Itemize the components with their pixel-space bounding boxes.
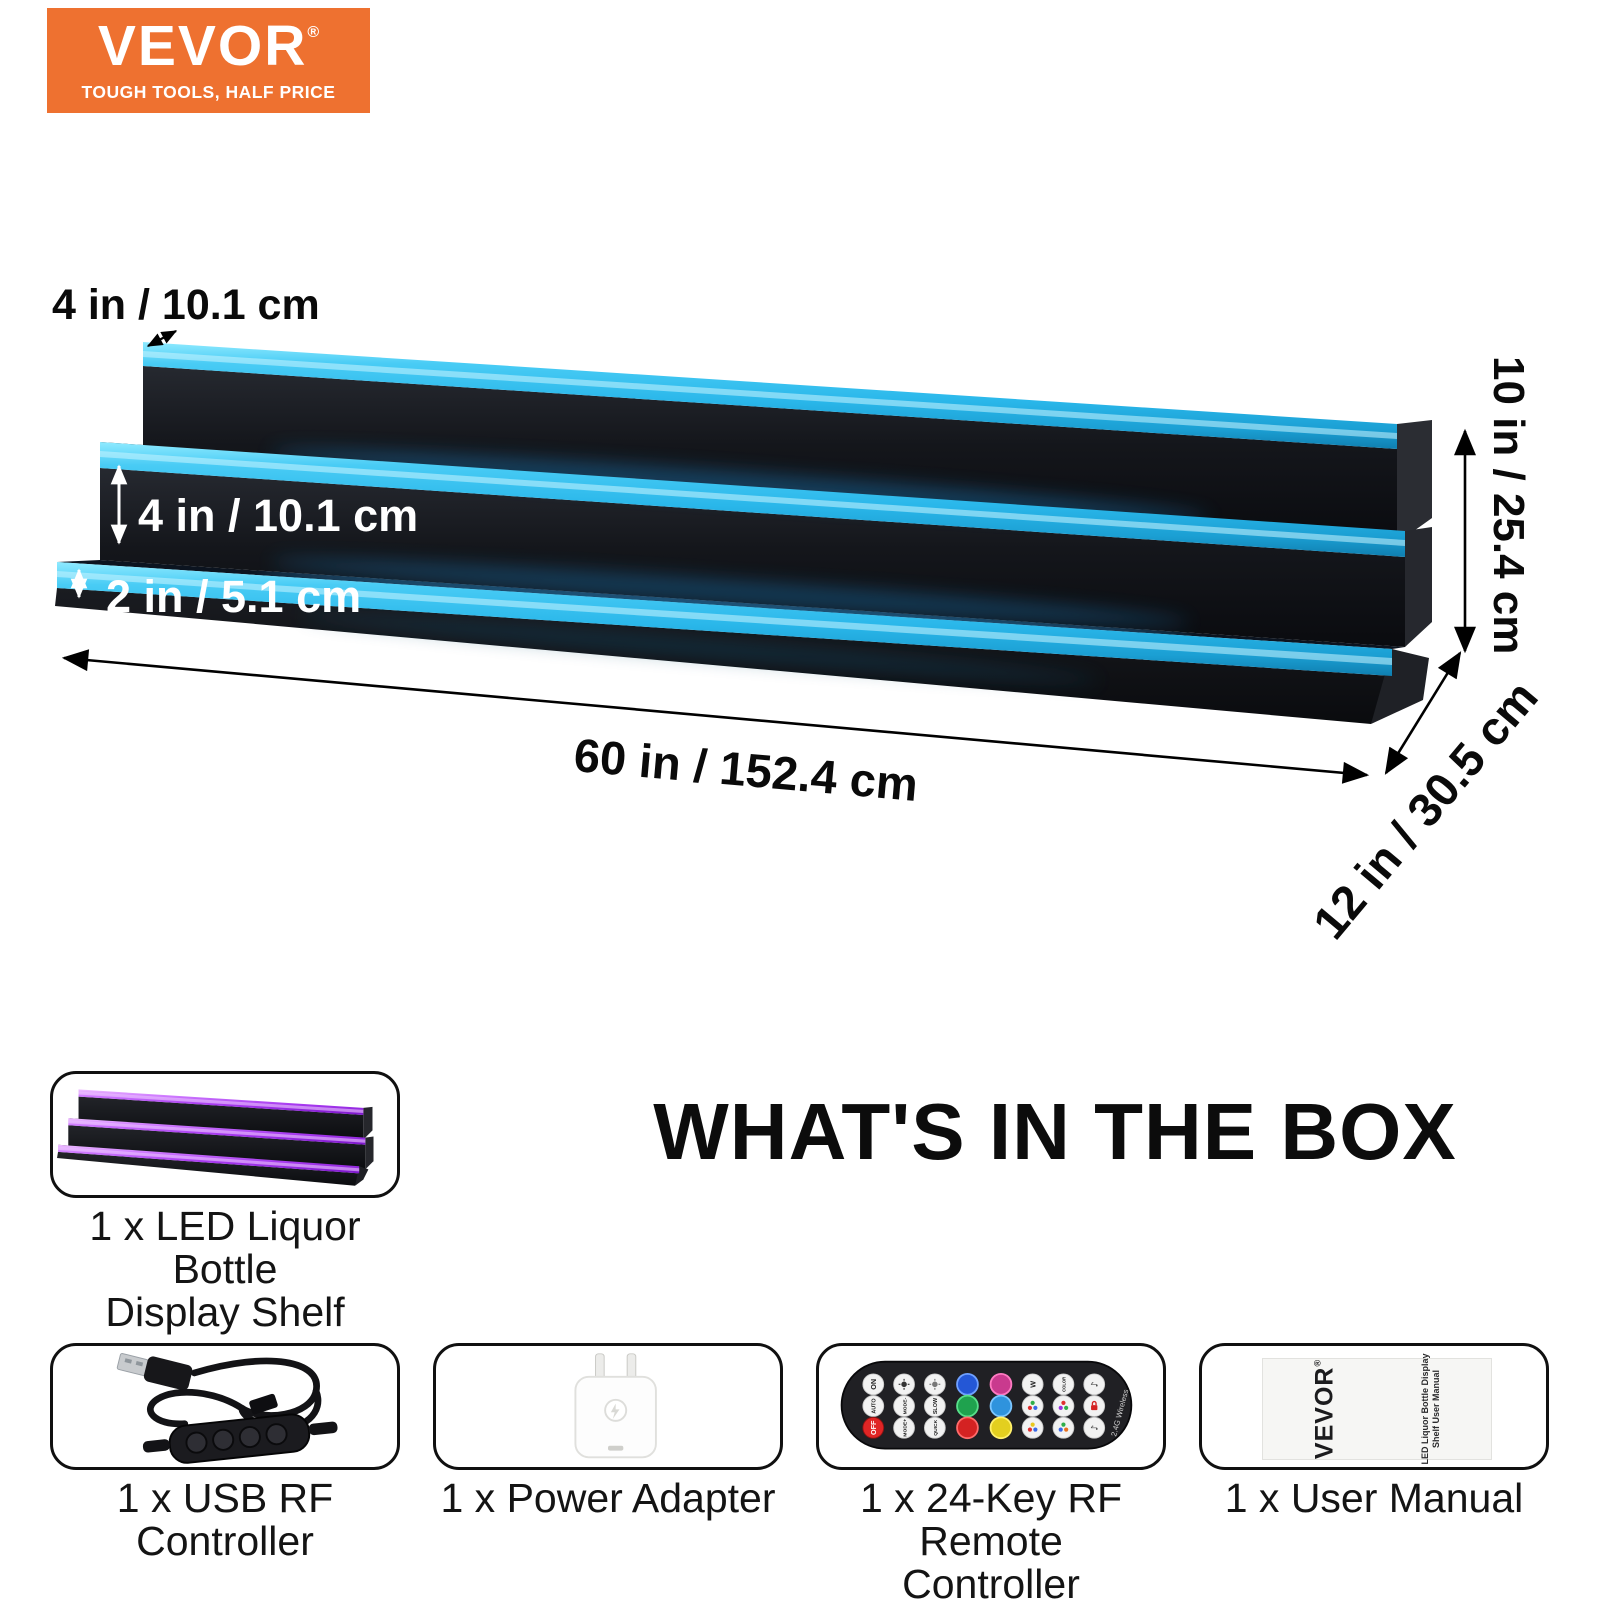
item-caption-led-shelf: 1 x LED Liquor Bottle Display Shelf [50, 1205, 400, 1334]
dim-label-tier-height: 4 in / 10.1 cm [138, 490, 419, 541]
shelf-tier2-face [100, 468, 1405, 647]
vevor-logo-text: VEVOR® [98, 18, 319, 75]
item-box-user-manual: VEVOR® LED Liquor Bottle Display Shelf U… [1199, 1343, 1549, 1470]
item-caption-user-manual: 1 x User Manual [1224, 1475, 1524, 1521]
caption-line: 1 x LED Liquor Bottle [89, 1203, 361, 1292]
remote-key-slow: SLOW [933, 1397, 939, 1414]
caption-line: Controller [902, 1561, 1080, 1600]
shelf-tier2-endcap [1405, 527, 1432, 647]
remote-key-color: COLOR [1061, 1377, 1066, 1392]
item-box-led-shelf [50, 1071, 400, 1198]
remote-key-on: ON [869, 1379, 878, 1390]
item-caption-usb-controller: 1 x USB RF Controller [116, 1475, 334, 1564]
color-effect-icon [1027, 1400, 1038, 1410]
remote-key-music2: ♪ [1090, 1381, 1100, 1387]
led-strip-3-highlight [57, 571, 1392, 665]
remote-key-off: OFF [869, 1420, 878, 1435]
power-adapter-image [574, 1353, 657, 1459]
shelf-tier1-endcap [1397, 420, 1432, 543]
lock-icon [1091, 1400, 1098, 1411]
whats-in-the-box-title: WHAT'S IN THE BOX [653, 1087, 1457, 1176]
manual-title-line: LED Liquor Bottle Display [1420, 1353, 1430, 1465]
remote-key-mode-plus: MODE+ [902, 1419, 908, 1437]
color-effect-icon [1027, 1422, 1038, 1432]
brand-tagline: TOUGH TOOLS, HALF PRICE [81, 82, 336, 102]
user-manual-image: VEVOR® LED Liquor Bottle Display Shelf U… [1262, 1353, 1492, 1465]
color-effect-icon [1058, 1422, 1069, 1432]
manual-title-line: Shelf User Manual [1431, 1369, 1441, 1449]
remote-controller-image: ON AUTO OFF MODE- MODE+ SLOW QUICK [840, 1360, 1133, 1450]
usb-rf-controller-image [116, 1353, 338, 1464]
registered-trademark-icon: ® [307, 24, 320, 41]
brightness-down-icon [929, 1378, 941, 1390]
color-effect-icon [1058, 1400, 1069, 1410]
manual-brand-text: VEVOR® [1311, 1359, 1340, 1459]
vevor-logo: VEVOR® TOUGH TOOLS, HALF PRICE [47, 8, 370, 113]
remote-key-music1: ♪ [1090, 1425, 1100, 1431]
caption-line: Display Shelf [105, 1289, 345, 1335]
manual-title-text: LED Liquor Bottle Display Shelf User Man… [1420, 1353, 1442, 1464]
arrow-top-depth [146, 330, 178, 347]
shelf-tier1-face [143, 366, 1397, 543]
arrow-length [61, 649, 1370, 784]
arrow-depth [1384, 651, 1462, 775]
brand-name: VEVOR [97, 14, 308, 78]
remote-key-auto: AUTO [872, 1398, 878, 1413]
remote-key-quick: QUICK [933, 1419, 939, 1435]
dim-label-shelf-depth: 4 in / 10.1 cm [52, 281, 320, 329]
item-caption-power-adapter: 1 x Power Adapter [440, 1475, 776, 1521]
dim-label-total-height: 10 in / 25.4 cm [1484, 356, 1533, 655]
remote-key-mode-minus: MODE- [902, 1397, 908, 1414]
manual-brand-name: VEVOR [1310, 1366, 1339, 1460]
led-shelf-thumbnail [57, 1089, 374, 1186]
led-strip-1-highlight [143, 351, 1397, 439]
caption-line: 1 x 24-Key RF Remote [859, 1475, 1123, 1564]
dim-label-base-height: 2 in / 5.1 cm [106, 571, 362, 622]
brightness-up-icon [898, 1378, 910, 1390]
led-strip-2-highlight [100, 451, 1405, 546]
remote-key-white: W [1028, 1381, 1037, 1388]
item-box-remote: ON AUTO OFF MODE- MODE+ SLOW QUICK [816, 1343, 1166, 1470]
item-box-power-adapter [433, 1343, 783, 1470]
manual-registered-icon: ® [1312, 1358, 1323, 1367]
item-caption-remote: 1 x 24-Key RF Remote Controller [816, 1477, 1166, 1600]
item-box-usb-controller [50, 1343, 400, 1470]
